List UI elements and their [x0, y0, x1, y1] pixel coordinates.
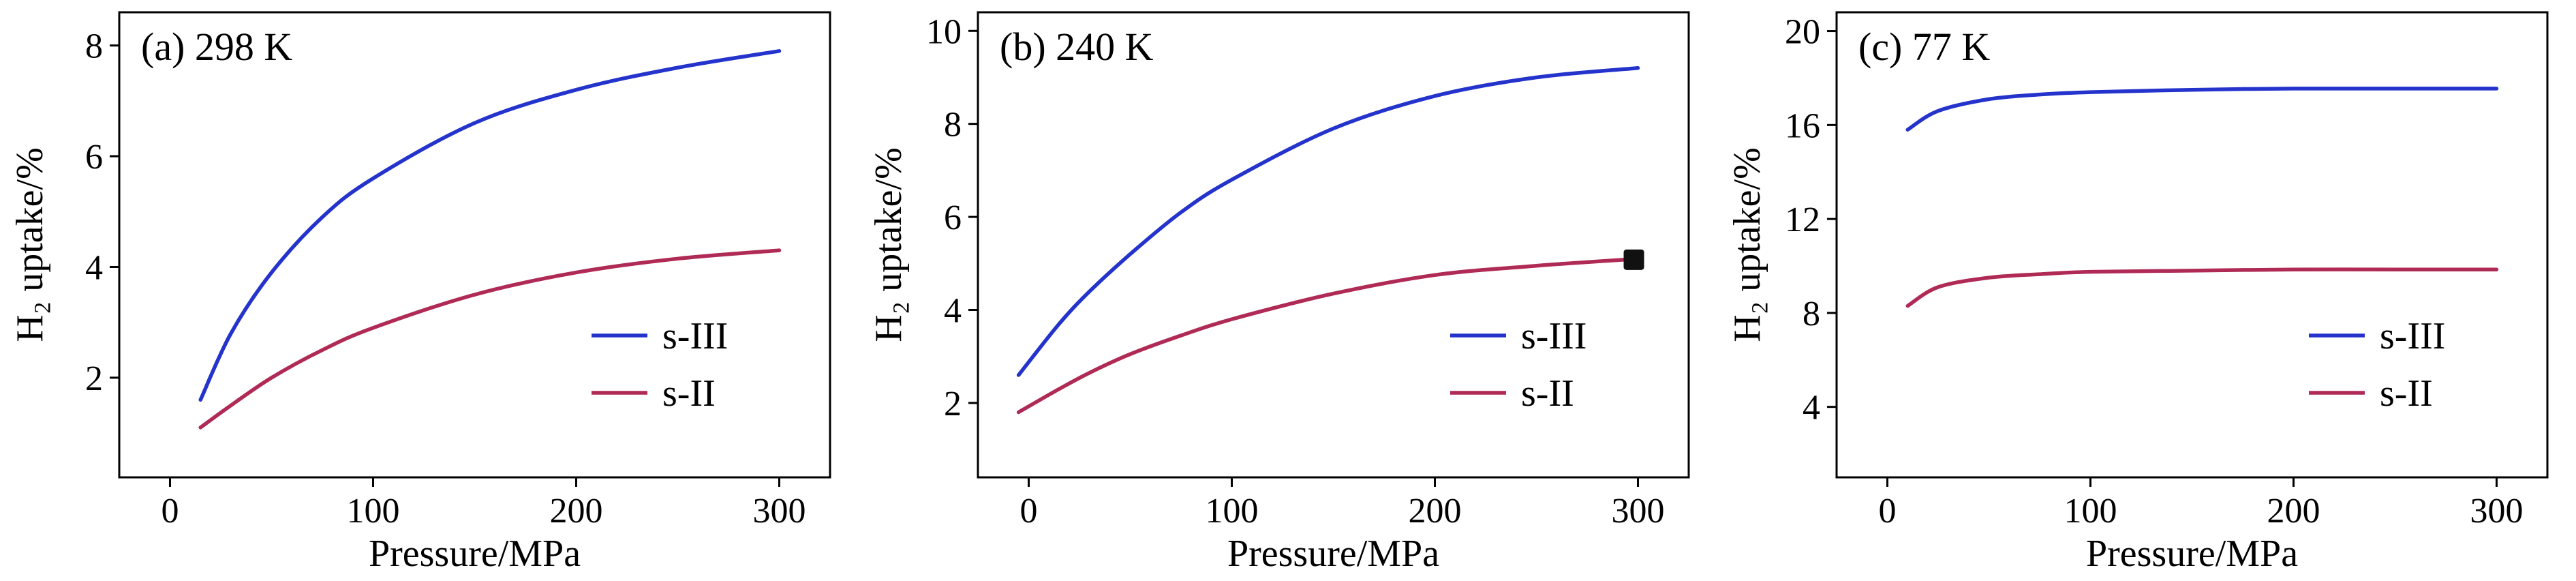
- y-tick-label: 16: [1785, 106, 1820, 145]
- plot-frame: [1835, 11, 2549, 479]
- panel-label: (a) 298 K: [141, 25, 292, 69]
- legend-label-s-II: s-II: [2380, 372, 2433, 415]
- chart-panel-a: 0 100 200 300 2 4 6 8 Pressure/MPa H₂ uptake/% (a)…: [0, 0, 859, 581]
- y-tick-label: 4: [85, 248, 103, 287]
- y-tick-label: 4: [944, 291, 962, 330]
- y-axis-title: H₂ uptake/%: [9, 147, 51, 342]
- x-tick-label: 200: [2267, 492, 2320, 531]
- series-s-II-curve: [1905, 267, 2499, 308]
- x-axis-title: Pressure/MPa: [1227, 533, 1439, 575]
- chart-panel-c: 0 100 200 300 4 8 12 16 20 Pressure/MPa H₂ uptake/…: [1717, 0, 2576, 581]
- x-tick-label: 200: [1409, 492, 1462, 531]
- y-axis-title: H₂ uptake/%: [868, 147, 910, 342]
- x-tick-label: 300: [753, 492, 806, 531]
- y-tick-label: 12: [1785, 200, 1820, 239]
- y-tick-label: 6: [85, 138, 103, 177]
- chart-panel-b: 0 100 200 300 2 4 6 8 10 Pressure/MPa H₂ uptake/% (…: [859, 0, 1717, 581]
- y-tick-label: 8: [85, 27, 103, 66]
- series-s-III-curve: [1016, 66, 1640, 377]
- y-tick-label: 4: [1803, 389, 1820, 428]
- series-s-III-curve: [1905, 87, 2499, 132]
- x-tick-label: 100: [1206, 492, 1259, 531]
- x-tick-label: 200: [550, 492, 603, 531]
- x-tick-label: 0: [1020, 492, 1038, 531]
- plot-frame: [977, 11, 1690, 479]
- y-tick-label: 6: [944, 198, 962, 237]
- x-tick-label: 300: [1612, 492, 1665, 531]
- x-tick-label: 100: [347, 492, 400, 531]
- y-tick-label: 20: [1785, 13, 1820, 52]
- series-s-III-curve: [198, 49, 782, 402]
- legend-label-s-II: s-II: [1521, 372, 1574, 415]
- chart-b-240k: 0 100 200 300 2 4 6 8 10 Pressure/MPa H₂ uptake/% (…: [868, 11, 1690, 575]
- chart-c-77k: 0 100 200 300 4 8 12 16 20 Pressure/MPa H₂ uptake/…: [1726, 11, 2549, 575]
- x-tick-label: 100: [2064, 492, 2117, 531]
- series-s-II-curve: [1016, 256, 1640, 415]
- legend-label-s-II: s-II: [662, 372, 716, 415]
- y-tick-label: 2: [944, 385, 962, 423]
- y-tick-label: 10: [926, 12, 962, 51]
- x-tick-label: 0: [162, 492, 179, 531]
- y-tick-label: 8: [1803, 295, 1820, 333]
- y-axis-title: H₂ uptake/%: [1726, 147, 1768, 342]
- x-axis-title: Pressure/MPa: [2086, 533, 2298, 575]
- y-tick-label: 2: [85, 359, 103, 398]
- series-s-II-curve: [198, 248, 782, 430]
- panel-label: (b) 240 K: [1000, 25, 1154, 69]
- x-tick-label: 0: [1879, 492, 1897, 531]
- end-marker: [1623, 249, 1644, 270]
- legend-label-s-III: s-III: [662, 315, 728, 357]
- plot-frame: [118, 11, 831, 479]
- panel-label: (c) 77 K: [1858, 25, 1990, 69]
- y-tick-label: 8: [944, 106, 962, 145]
- x-axis-title: Pressure/MPa: [369, 533, 581, 575]
- legend-label-s-III: s-III: [1521, 315, 1586, 357]
- chart-a-298k: 0 100 200 300 2 4 6 8 Pressure/MPa H₂ uptake/% (a)…: [9, 11, 831, 575]
- x-tick-label: 300: [2470, 492, 2524, 531]
- legend-label-s-III: s-III: [2380, 315, 2445, 357]
